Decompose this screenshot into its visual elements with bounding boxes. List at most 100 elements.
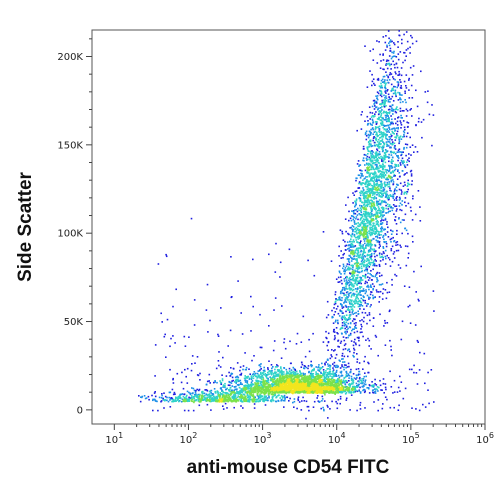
event-dot	[198, 395, 201, 397]
event-dot	[338, 255, 340, 257]
event-dot	[365, 191, 367, 193]
event-dot	[337, 345, 339, 348]
event-dot	[349, 385, 351, 388]
event-dot	[354, 249, 357, 252]
event-dot	[329, 387, 332, 389]
event-dot	[336, 299, 339, 301]
event-dot	[231, 385, 234, 387]
event-dot	[163, 392, 165, 394]
event-dot	[265, 390, 267, 393]
event-dot	[378, 254, 381, 256]
event-dot	[358, 390, 360, 392]
event-dot	[372, 128, 375, 131]
event-dot	[283, 367, 285, 369]
event-dot	[367, 187, 370, 189]
event-dot	[354, 269, 356, 272]
event-dot	[280, 382, 282, 384]
event-dot	[369, 305, 372, 308]
event-dot	[352, 286, 355, 288]
event-dot	[308, 387, 310, 390]
event-dot	[379, 116, 382, 118]
event-dot	[345, 310, 347, 313]
event-dot	[360, 213, 362, 216]
event-dot	[369, 229, 371, 231]
event-dot	[366, 265, 369, 268]
event-dot	[259, 369, 261, 371]
event-dot	[376, 278, 378, 281]
event-dot	[305, 376, 308, 379]
event-dot	[372, 215, 375, 217]
event-dot	[384, 90, 386, 93]
event-dot	[325, 330, 327, 333]
event-dot	[369, 247, 372, 249]
event-dot	[232, 399, 235, 402]
event-dot	[360, 304, 362, 306]
event-dot	[310, 381, 313, 384]
event-dot	[319, 379, 321, 382]
event-dot	[315, 378, 317, 381]
event-dot	[270, 377, 272, 379]
event-dot	[311, 383, 313, 386]
event-dot	[354, 209, 356, 211]
event-dot	[369, 202, 372, 205]
event-dot	[195, 399, 198, 401]
event-dot	[354, 204, 357, 207]
event-dot	[303, 383, 305, 385]
event-dot	[302, 378, 304, 380]
event-dot	[352, 313, 354, 315]
event-dot	[239, 369, 241, 372]
event-dot	[358, 244, 361, 246]
event-dot	[342, 239, 345, 241]
event-dot	[346, 258, 349, 260]
event-dot	[419, 220, 422, 222]
event-dot	[360, 379, 362, 382]
event-dot	[347, 384, 350, 386]
event-dot	[260, 375, 263, 377]
event-dot	[274, 381, 277, 384]
event-dot	[368, 298, 370, 300]
event-dot	[211, 397, 214, 399]
event-dot	[364, 372, 366, 374]
event-dot	[345, 337, 347, 339]
event-dot	[350, 245, 352, 247]
event-dot	[369, 293, 372, 296]
event-dot	[378, 234, 381, 236]
event-dot	[292, 387, 294, 389]
event-dot	[338, 270, 341, 273]
event-dot	[381, 86, 384, 89]
event-dot	[292, 381, 295, 383]
event-dot	[410, 173, 413, 175]
event-dot	[392, 253, 395, 255]
event-dot	[263, 383, 266, 385]
event-dot	[332, 386, 335, 388]
event-dot	[359, 191, 361, 194]
event-dot	[343, 368, 345, 371]
event-dot	[327, 332, 330, 335]
event-dot	[230, 390, 233, 393]
event-dot	[206, 394, 209, 397]
event-dot	[347, 388, 349, 390]
event-dot	[296, 383, 298, 385]
event-dot	[321, 362, 323, 365]
event-dot	[353, 387, 355, 389]
event-dot	[358, 223, 361, 226]
event-dot	[379, 384, 382, 387]
event-dot	[307, 383, 310, 386]
event-dot	[231, 389, 233, 392]
event-dot	[191, 387, 193, 389]
event-dot	[284, 384, 287, 386]
event-dot	[393, 379, 396, 382]
event-dot	[366, 200, 368, 203]
event-dot	[325, 386, 327, 388]
event-dot	[370, 191, 373, 193]
event-dot	[228, 399, 231, 402]
event-dot	[392, 197, 395, 199]
event-dot	[291, 375, 294, 378]
event-dot	[188, 396, 190, 399]
event-dot	[408, 153, 410, 155]
event-dot	[249, 389, 251, 392]
event-dot	[395, 205, 398, 207]
event-dot	[371, 162, 374, 165]
event-dot	[366, 243, 368, 246]
event-dot	[330, 378, 333, 380]
